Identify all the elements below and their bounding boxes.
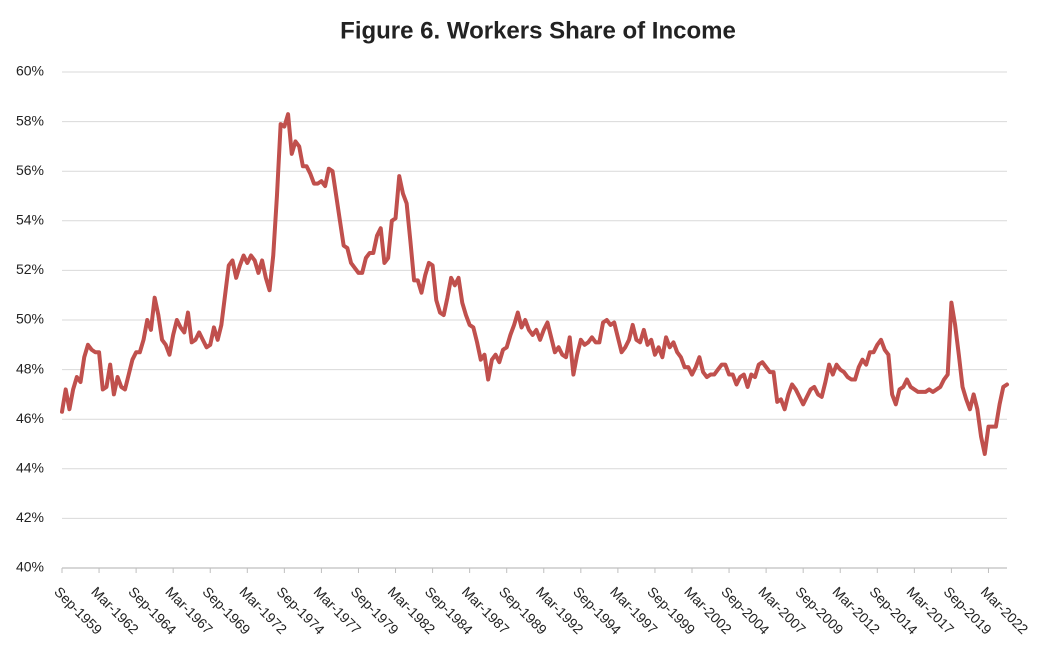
- y-tick-label: 44%: [16, 460, 44, 476]
- y-tick-label: 40%: [16, 559, 44, 575]
- y-tick-label: 42%: [16, 509, 44, 525]
- y-tick-label: 54%: [16, 212, 44, 228]
- y-tick-label: 46%: [16, 410, 44, 426]
- data-line: [60, 112, 1009, 456]
- y-tick-label: 58%: [16, 112, 44, 128]
- y-tick-label: 52%: [16, 261, 44, 277]
- y-tick-label: 56%: [16, 162, 44, 178]
- chart-title: Figure 6. Workers Share of Income: [340, 17, 736, 44]
- y-tick-label: 60%: [16, 63, 44, 79]
- y-tick-label: 48%: [16, 360, 44, 376]
- y-tick-label: 50%: [16, 311, 44, 327]
